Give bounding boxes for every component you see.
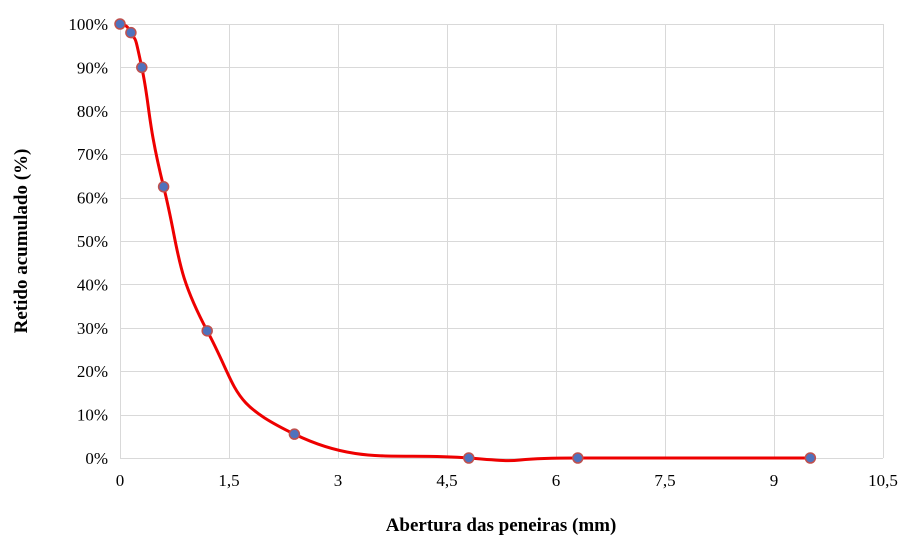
x-axis-title: Abertura das peneiras (mm) bbox=[386, 515, 617, 536]
x-tick-label: 3 bbox=[334, 471, 343, 490]
data-point bbox=[114, 18, 126, 30]
data-point bbox=[201, 325, 213, 337]
grid-lines bbox=[120, 24, 884, 459]
data-point bbox=[572, 452, 584, 464]
data-point bbox=[157, 181, 170, 193]
y-tick-label: 20% bbox=[77, 362, 108, 381]
data-point bbox=[288, 428, 301, 440]
y-tick-label: 90% bbox=[77, 58, 108, 77]
y-tick-label: 80% bbox=[77, 102, 108, 121]
x-tick-label: 1,5 bbox=[218, 471, 239, 490]
y-tick-label: 100% bbox=[68, 15, 108, 34]
y-tick-label: 60% bbox=[77, 189, 108, 208]
series-line bbox=[118, 22, 812, 463]
x-tick-label: 4,5 bbox=[436, 471, 457, 490]
y-tick-label: 0% bbox=[85, 449, 108, 468]
x-tick-label: 9 bbox=[770, 471, 779, 490]
data-point bbox=[125, 26, 137, 39]
y-tick-label: 70% bbox=[77, 145, 108, 164]
tick-labels: 0% 10% 20% 30% 40% 50% 60% 70% 80% 90% 100% 0 1,5 3 4,… bbox=[68, 15, 898, 490]
y-tick-label: 50% bbox=[77, 232, 108, 251]
data-point bbox=[463, 452, 475, 464]
y-axis-title: Retido acumulado (%) bbox=[11, 149, 32, 334]
x-tick-label: 6 bbox=[552, 471, 561, 490]
y-tick-label: 30% bbox=[77, 319, 108, 338]
x-tick-label: 7,5 bbox=[654, 471, 675, 490]
y-tick-label: 40% bbox=[77, 275, 108, 294]
x-tick-label: 0 bbox=[116, 471, 125, 490]
x-tick-label: 10,5 bbox=[868, 471, 898, 490]
data-point bbox=[804, 452, 817, 464]
data-points bbox=[114, 18, 817, 464]
series-lines bbox=[118, 22, 812, 463]
y-tick-label: 10% bbox=[77, 406, 108, 425]
data-point bbox=[136, 61, 148, 74]
